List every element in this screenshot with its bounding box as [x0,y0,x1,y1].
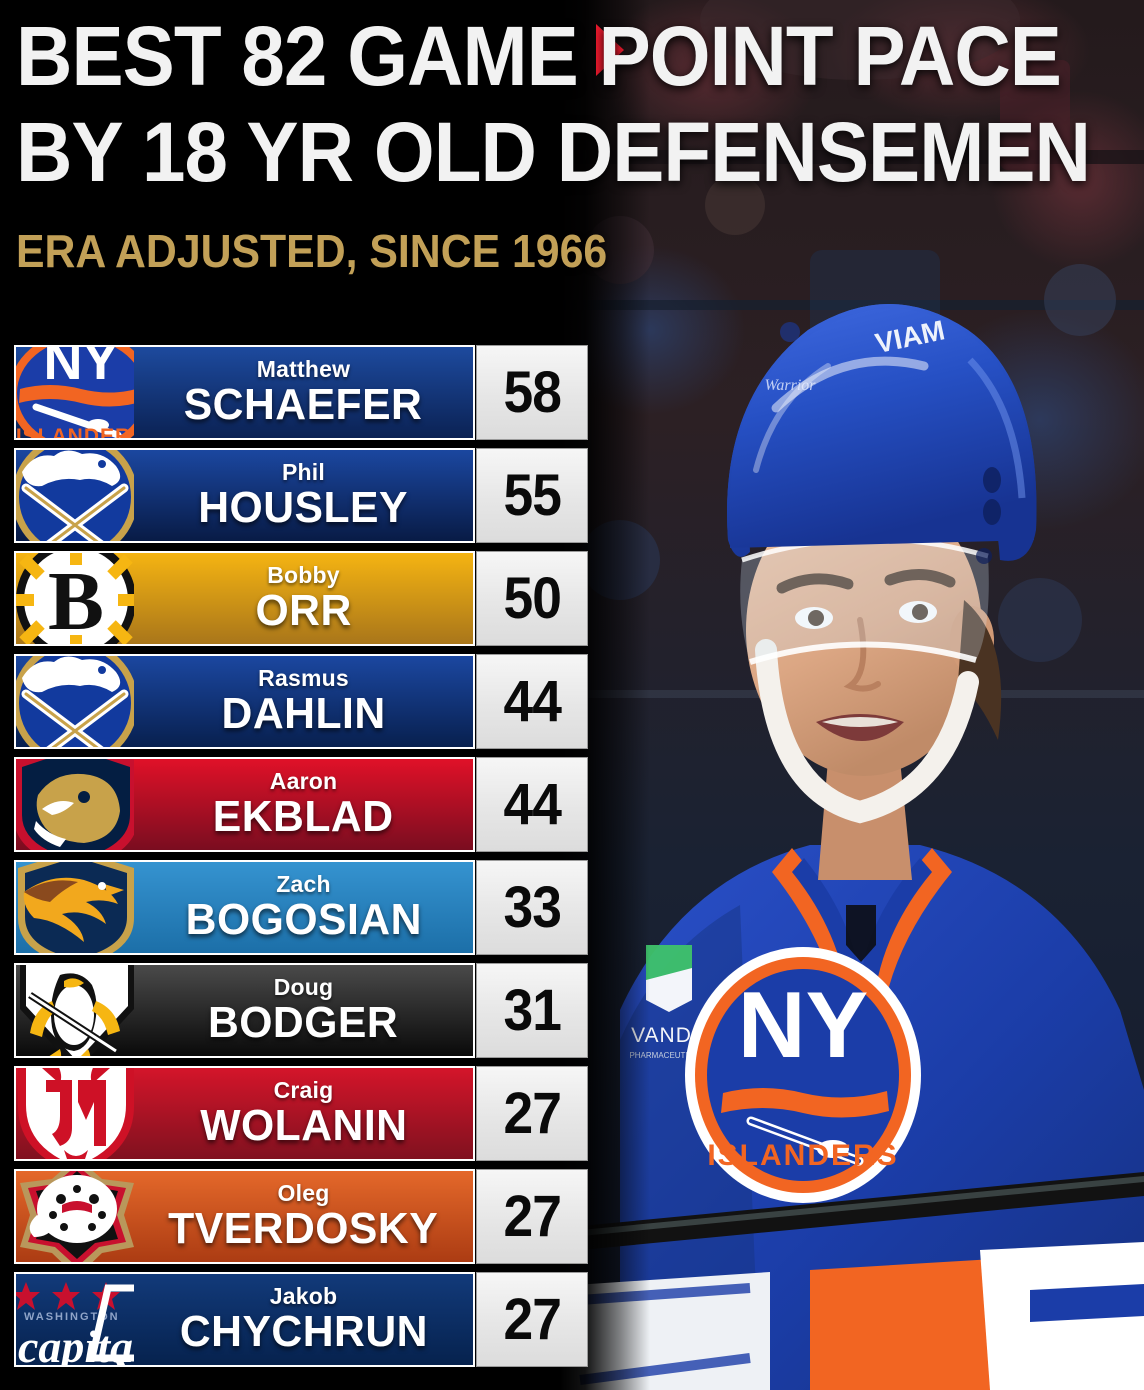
player-last-name: EKBLAD [213,792,394,841]
svg-text:B: B [48,555,104,644]
ducks-logo [16,1171,134,1262]
player-name: Rasmus DAHLIN [140,656,467,747]
player-name: Jakob CHYCHRUN [140,1274,467,1365]
svg-text:NY: NY [43,347,118,391]
player-name: Oleg TVERDOSKY [140,1171,467,1262]
page-title-line-2: BY 18 YR OLD DEFENSEMEN [16,105,1091,199]
devils-logo [16,1068,134,1159]
player-name: Bobby ORR [140,553,467,644]
player-bar: WASHINGTON capitals Jakob CHYCHRUN [14,1272,475,1367]
ranking-row: Craig WOLANIN 27 [0,1066,625,1169]
point-pace-value: 33 [476,860,588,955]
panthers-logo [16,759,134,850]
point-pace-number: 27 [503,1183,561,1249]
player-last-name: BOGOSIAN [185,895,422,944]
player-last-name: SCHAEFER [184,380,423,429]
ranking-row: Oleg TVERDOSKY 27 [0,1169,625,1272]
ranking-row: B Bobby ORR 50 [0,551,625,654]
player-name: Phil HOUSLEY [140,450,467,541]
player-name: Zach BOGOSIAN [140,862,467,953]
point-pace-number: 55 [503,462,561,528]
player-first-name: Bobby [267,562,340,588]
point-pace-number: 44 [503,771,561,837]
player-first-name: Doug [273,974,334,1000]
header: BEST 82 GAME POINT PACE BY 18 YR OLD DEF… [0,0,1144,300]
ranking-row: Rasmus DAHLIN 44 [0,654,625,757]
penguins-logo [16,965,134,1056]
player-first-name: Rasmus [258,665,349,691]
point-pace-number: 58 [503,359,561,425]
player-name: Doug BODGER [140,965,467,1056]
islanders-logo: NY ISLANDERS [16,347,134,438]
point-pace-value: 44 [476,757,588,852]
thrashers-logo [16,862,134,953]
ranking-row: Doug BODGER 31 [0,963,625,1066]
player-first-name: Jakob [269,1283,338,1309]
player-bar: Phil HOUSLEY [14,448,475,543]
ranking-list: NY ISLANDERS Matthew SCHAEFER 58 Phil HOUSL… [0,345,625,1375]
player-bar: Doug BODGER [14,963,475,1058]
player-bar: Craig WOLANIN [14,1066,475,1161]
player-first-name: Craig [273,1077,334,1103]
player-bar: NY ISLANDERS Matthew SCHAEFER [14,345,475,440]
player-first-name: Phil [282,459,325,485]
point-pace-value: 44 [476,654,588,749]
ranking-row: Zach BOGOSIAN 33 [0,860,625,963]
sabres-logo [16,656,134,747]
svg-text:PHARMACEUTICALS: PHARMACEUTICALS [629,1051,708,1060]
page-title-line-1: BEST 82 GAME POINT PACE [16,9,1062,103]
point-pace-value: 31 [476,963,588,1058]
player-last-name: TVERDOSKY [168,1204,439,1253]
point-pace-value: 27 [476,1066,588,1161]
player-first-name: Matthew [256,356,351,382]
player-first-name: Aaron [269,768,338,794]
player-photo-image: VANDA PHARMACEUTICALS NY ISLANDERS [560,0,1144,1390]
ranking-row: WASHINGTON capitals Jakob CHYCHRUN 27 [0,1272,625,1375]
player-last-name: WOLANIN [199,1101,408,1150]
point-pace-number: 27 [503,1286,561,1352]
player-first-name: Zach [276,871,331,897]
player-last-name: DAHLIN [221,689,386,738]
player-last-name: HOUSLEY [198,483,409,532]
highlight-arrow-icon [596,24,624,76]
point-pace-number: 27 [503,1080,561,1146]
player-name: Matthew SCHAEFER [140,347,467,438]
player-name: Craig WOLANIN [140,1068,467,1159]
ranking-row: NY ISLANDERS Matthew SCHAEFER 58 [0,345,625,448]
point-pace-value: 50 [476,551,588,646]
ranking-row: Phil HOUSLEY 55 [0,448,625,551]
player-first-name: Oleg [277,1180,330,1206]
player-last-name: ORR [255,586,352,635]
player-bar: Zach BOGOSIAN [14,860,475,955]
page-subtitle: ERA ADJUSTED, SINCE 1966 [16,225,608,277]
point-pace-value: 27 [476,1272,588,1367]
bruins-logo: B [16,553,134,644]
player-bar: Oleg TVERDOSKY [14,1169,475,1264]
ranking-row: Aaron EKBLAD 44 [0,757,625,860]
player-bar: Rasmus DAHLIN [14,654,475,749]
svg-text:WASHINGTON: WASHINGTON [24,1311,120,1323]
player-bar: B Bobby ORR [14,551,475,646]
point-pace-number: 33 [503,874,561,940]
svg-text:NY: NY [738,972,869,1077]
point-pace-value: 55 [476,448,588,543]
point-pace-value: 27 [476,1169,588,1264]
point-pace-number: 44 [503,668,561,734]
point-pace-number: 50 [503,565,561,631]
point-pace-number: 31 [503,977,561,1043]
player-last-name: CHYCHRUN [179,1307,428,1356]
player-bar: Aaron EKBLAD [14,757,475,852]
player-name: Aaron EKBLAD [140,759,467,850]
svg-text:ISLANDERS: ISLANDERS [707,1139,898,1172]
svg-text:Warrior: Warrior [765,377,817,394]
sabres-logo [16,450,134,541]
capitals-logo: WASHINGTON capitals [16,1274,134,1365]
player-photo: VANDA PHARMACEUTICALS NY ISLANDERS [560,0,1144,1390]
point-pace-value: 58 [476,345,588,440]
player-last-name: BODGER [208,998,399,1047]
svg-text:ISLANDERS: ISLANDERS [16,425,134,438]
